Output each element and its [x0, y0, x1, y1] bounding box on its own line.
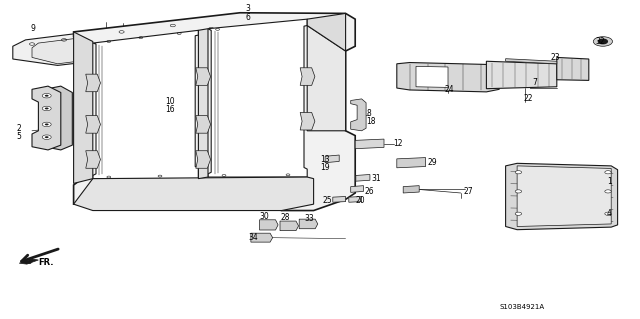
Polygon shape [300, 113, 315, 130]
Text: 32: 32 [595, 37, 605, 46]
Polygon shape [307, 13, 346, 51]
Text: 10: 10 [165, 97, 175, 106]
Polygon shape [74, 177, 314, 211]
Polygon shape [351, 186, 364, 192]
Text: 6: 6 [245, 13, 250, 22]
Text: 8: 8 [366, 109, 371, 118]
Polygon shape [351, 99, 366, 131]
Polygon shape [333, 197, 346, 202]
Circle shape [45, 123, 49, 125]
Polygon shape [196, 151, 211, 168]
Text: 1: 1 [607, 177, 611, 186]
Text: 31: 31 [371, 174, 381, 183]
Circle shape [598, 39, 607, 44]
Text: 18: 18 [366, 117, 376, 126]
Polygon shape [397, 63, 499, 92]
Polygon shape [19, 259, 38, 264]
Text: 25: 25 [323, 197, 332, 205]
Text: 28: 28 [280, 213, 290, 222]
Polygon shape [300, 68, 315, 85]
Polygon shape [349, 197, 362, 202]
Circle shape [42, 93, 51, 98]
Polygon shape [280, 221, 298, 231]
Polygon shape [251, 233, 273, 242]
Circle shape [593, 37, 612, 46]
Polygon shape [517, 166, 611, 226]
Circle shape [605, 212, 611, 215]
Polygon shape [557, 57, 589, 80]
Circle shape [45, 108, 49, 109]
Text: 5: 5 [17, 132, 22, 141]
Polygon shape [86, 116, 100, 133]
Circle shape [515, 171, 522, 174]
Polygon shape [506, 163, 618, 230]
Polygon shape [506, 59, 557, 64]
Polygon shape [208, 19, 307, 177]
Text: 2: 2 [17, 124, 21, 133]
Text: 27: 27 [463, 187, 473, 196]
Polygon shape [74, 13, 355, 211]
Circle shape [515, 190, 522, 193]
Circle shape [42, 135, 51, 139]
Text: 26: 26 [365, 187, 374, 196]
Text: 9: 9 [31, 24, 36, 33]
Text: 34: 34 [248, 233, 258, 242]
Polygon shape [260, 220, 278, 230]
Polygon shape [198, 29, 208, 179]
Polygon shape [403, 186, 419, 193]
Polygon shape [486, 61, 557, 89]
Circle shape [42, 122, 51, 127]
Polygon shape [86, 151, 100, 168]
Text: 24: 24 [444, 85, 454, 94]
Text: 33: 33 [304, 214, 314, 223]
Polygon shape [86, 74, 100, 92]
Circle shape [45, 95, 49, 97]
Polygon shape [93, 30, 198, 179]
Polygon shape [397, 158, 426, 168]
Circle shape [515, 212, 522, 215]
Circle shape [42, 106, 51, 111]
Text: 3: 3 [245, 4, 250, 13]
Polygon shape [196, 68, 211, 85]
Polygon shape [307, 26, 346, 131]
Text: 20: 20 [356, 197, 365, 205]
Text: 12: 12 [393, 139, 403, 148]
Polygon shape [416, 66, 448, 87]
Polygon shape [74, 32, 93, 183]
Polygon shape [32, 24, 218, 64]
Text: FR.: FR. [38, 258, 54, 267]
Text: 30: 30 [260, 212, 269, 221]
Text: 4: 4 [607, 209, 612, 218]
Circle shape [605, 171, 611, 174]
Polygon shape [32, 86, 61, 150]
Polygon shape [356, 174, 370, 181]
Polygon shape [325, 155, 339, 163]
Text: 19: 19 [320, 163, 330, 172]
Polygon shape [45, 86, 72, 150]
Text: 7: 7 [532, 78, 538, 87]
Text: 13: 13 [320, 155, 330, 164]
Circle shape [45, 136, 49, 138]
Polygon shape [13, 19, 237, 65]
Text: S103B4921A: S103B4921A [499, 304, 545, 310]
Text: 22: 22 [524, 94, 533, 103]
Text: 23: 23 [550, 53, 560, 62]
Polygon shape [355, 139, 384, 149]
Polygon shape [196, 116, 211, 133]
Text: 16: 16 [165, 105, 175, 114]
Text: 29: 29 [428, 158, 437, 167]
Polygon shape [300, 219, 317, 229]
Circle shape [605, 190, 611, 193]
